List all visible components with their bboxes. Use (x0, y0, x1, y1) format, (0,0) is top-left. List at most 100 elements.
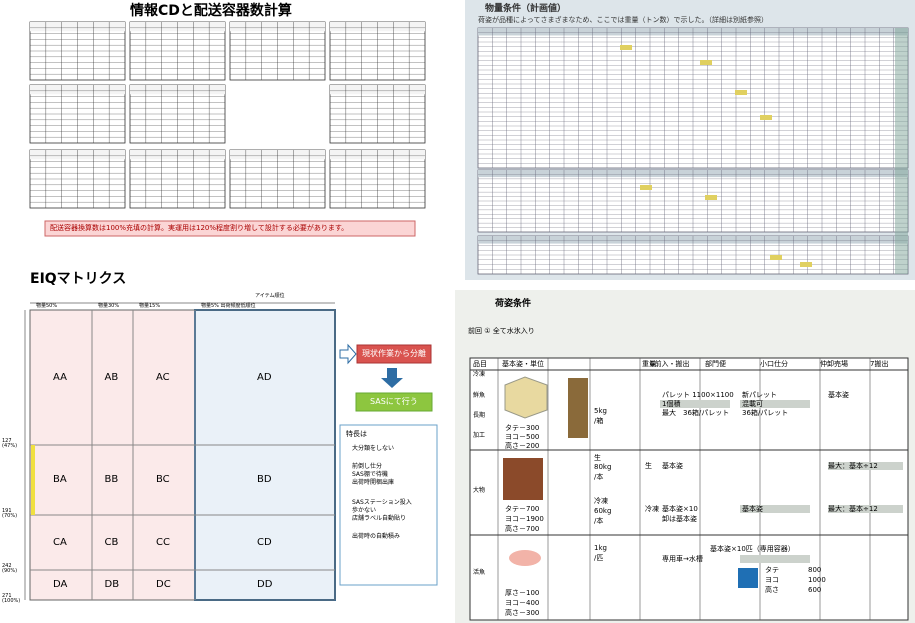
subtitle: 荷姿が品種によってさまざまなため、ここでは重量（トン数）で示した。（詳細は別紙参… (478, 16, 768, 24)
highlight (895, 28, 908, 274)
axis-label: 物量50% (36, 303, 58, 309)
cell-label: BC (156, 474, 170, 485)
arrow (381, 368, 403, 388)
axis-label: 242 (90%) (2, 563, 18, 574)
item: 活魚 (473, 569, 486, 576)
cell-text: タテ (765, 566, 779, 574)
feature: 前倒し仕分 (352, 463, 383, 470)
header: 基本姿・単位 (502, 360, 544, 368)
cell-text: タテ－300 (505, 424, 540, 432)
cell-text: 600 (808, 586, 822, 594)
feature: SAS棚で待機 (352, 471, 388, 478)
fish-image (503, 458, 543, 500)
cell-label: BB (104, 474, 119, 485)
cell-text: 5kg (594, 407, 607, 415)
cell-label: AA (53, 371, 67, 383)
highlight (760, 115, 772, 120)
cell-text: 基本姿×10匹（専用容器） (710, 545, 795, 553)
cell-text: 最大：基本÷12 (828, 505, 878, 513)
title: EIQマトリクス (30, 271, 127, 287)
container-image (738, 568, 758, 588)
cell-text: 生 (645, 462, 652, 470)
item: 長期 (473, 412, 486, 419)
feature: 店舗ラベル自動貼り (352, 515, 407, 522)
cell-text: 1個積 (662, 400, 681, 408)
highlight (705, 195, 717, 200)
cell-label: BA (53, 474, 67, 485)
bar (740, 400, 810, 408)
cell-text: 冷凍 (594, 497, 608, 505)
cell-label: DD (257, 579, 273, 590)
cell-label: CA (53, 536, 67, 548)
cell-text: 基本姿 (828, 391, 849, 399)
cell-label: DC (156, 579, 171, 590)
bar (828, 462, 903, 470)
item: 大物 (473, 487, 486, 494)
cell-text: 専用車→水槽 (662, 555, 703, 563)
cell-text: /匹 (594, 554, 604, 562)
cell-label: CD (257, 536, 272, 548)
axis-label: 物量5% 出荷頻度低順位 (201, 303, 256, 309)
highlight (700, 60, 712, 65)
matrix-frame (29, 309, 336, 601)
cell-text: 最大：基本÷12 (828, 462, 878, 470)
box (356, 344, 432, 364)
highlight (640, 185, 652, 190)
axis-label: アイテム順位 (255, 293, 285, 299)
cell-label: DB (104, 579, 120, 590)
item: 加工 (473, 432, 486, 439)
cell-text: 生 (594, 454, 601, 462)
cell-text: /箱 (594, 417, 604, 425)
title: 情報CDと配送容器数計算 (130, 3, 292, 19)
cell-label: CB (104, 536, 119, 548)
feature: 大分類をしない (352, 445, 395, 452)
axis-label: 物量30% (98, 303, 120, 309)
cell-text: 高さ－200 (505, 442, 540, 450)
bar (660, 400, 730, 408)
cell-text: 混載可 (742, 400, 763, 408)
highlight (31, 445, 35, 515)
fish-image (509, 550, 541, 566)
axis-label: 271 (100%) (2, 593, 21, 604)
cell-text: 高さ (765, 586, 779, 594)
header: 6前入・搬出 (650, 360, 690, 368)
pallet-image (568, 378, 588, 438)
cell-text: 800 (808, 566, 822, 574)
feature: 歩かない (352, 507, 377, 514)
cell-label: DA (53, 579, 68, 590)
bar (828, 505, 903, 513)
box-label: 現状作業から分離 (362, 349, 426, 358)
cell-text: 最大 36箱/パレット (662, 409, 730, 417)
box (355, 392, 433, 412)
header: 部門便 (705, 360, 726, 368)
axis-label: 物量15% (139, 303, 161, 309)
cell-text: パレット 1100×1100 (662, 391, 734, 399)
cell-text: ヨコ－1900 (505, 515, 544, 523)
title: 荷姿条件 (495, 299, 532, 309)
cell-text: 高さ－300 (505, 609, 540, 617)
heading: 特長は (346, 430, 367, 438)
cell-text: /本 (594, 517, 604, 525)
cell-text: ヨコ (765, 576, 779, 584)
highlight (800, 262, 812, 267)
feature: 出荷時開梱出庫 (352, 479, 395, 486)
cell-label: BD (257, 474, 272, 485)
cell-text: 厚さ－100 (505, 589, 540, 597)
cell-text: 高さ－700 (505, 525, 540, 533)
cell-text: 1kg (594, 544, 607, 552)
cell-text: 卸は基本姿 (662, 515, 697, 523)
box-image (504, 376, 548, 419)
title: 物量条件（計画値） (485, 4, 567, 14)
cell-text: 基本姿 (662, 462, 683, 470)
axis-label: 191 (70%) (2, 508, 18, 519)
matrix-area (30, 310, 195, 600)
matrix-area (194, 309, 336, 601)
header: 品目 (473, 360, 487, 368)
item: 鮮魚 (473, 392, 486, 399)
header: 7搬出 (870, 360, 889, 368)
cell-text: 基本姿×10 (662, 505, 698, 513)
cell-label: CC (156, 536, 170, 548)
cell-text: ヨコ－500 (505, 433, 540, 441)
